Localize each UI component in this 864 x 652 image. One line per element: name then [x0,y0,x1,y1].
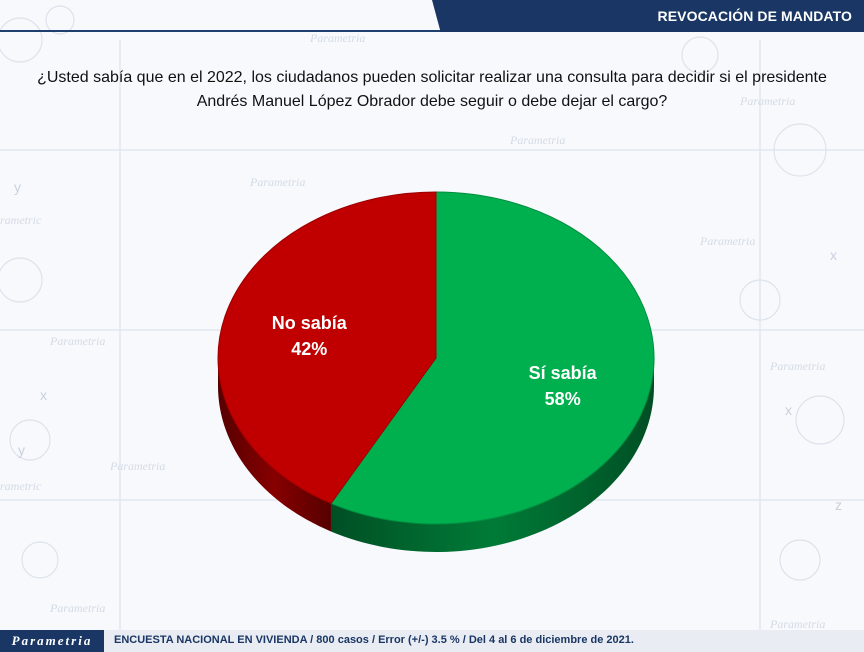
svg-text:Parametria: Parametria [109,459,165,473]
svg-text:y: y [18,442,25,458]
footer-note: ENCUESTA NACIONAL EN VIVIENDA / 800 caso… [114,634,634,646]
slice-s-sab-a [330,191,655,525]
svg-text:Parametria: Parametria [699,234,755,248]
slice-side-no-sab-a [218,358,331,532]
svg-text:rametric: rametric [0,479,42,493]
slice-value-s-sab-a: 58% [545,389,581,409]
svg-text:Parametria: Parametria [739,94,795,108]
svg-text:Parametria: Parametria [309,31,365,45]
slice-label-no-sab-a: No sabía [272,313,348,333]
footer-logo: Parametria [0,630,104,652]
page-title: REVOCACIÓN DE MANDATO [657,8,852,24]
svg-text:Parametria: Parametria [249,175,305,189]
svg-text:rametric: rametric [0,213,42,227]
svg-text:Parametria: Parametria [769,617,825,631]
survey-question: ¿Usted sabía que en el 2022, los ciudada… [37,69,827,110]
svg-text:x: x [40,387,47,403]
svg-text:y: y [14,179,21,195]
header-tab [432,0,864,32]
footer-band [0,630,864,652]
svg-text:Parametria: Parametria [769,359,825,373]
header-rule [0,30,864,32]
slice-side-s-sab-a [330,358,654,552]
slice-value-no-sab-a: 42% [291,339,327,359]
slice-label-s-sab-a: Sí sabía [529,363,598,383]
svg-text:x: x [785,402,792,418]
svg-text:Parametria: Parametria [509,133,565,147]
slice-no-sab-a [217,191,437,505]
svg-text:z: z [835,497,842,513]
svg-text:Parametria: Parametria [49,334,105,348]
svg-text:x: x [830,247,837,263]
svg-text:Parametria: Parametria [49,601,105,615]
